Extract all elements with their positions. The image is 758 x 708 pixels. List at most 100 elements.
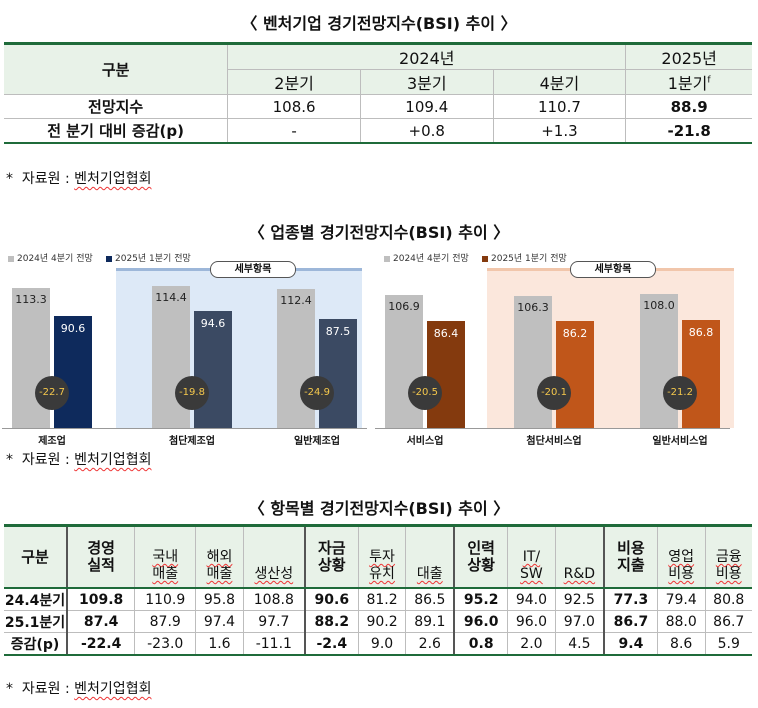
table-row: 증감(p) -22.4 -23.0 1.6 -11.1 -2.4 9.0 2.6 0.8 2.0 4…: [4, 632, 752, 656]
table-cell: 79.4: [656, 587, 706, 611]
table-row: 24.4분기 109.8 110.9 95.8 108.8 90.6 81.2 86.5 95.…: [4, 587, 752, 611]
table-cell: -11.1: [242, 632, 306, 656]
note-star: *: [6, 171, 13, 187]
bar-value-label: 106.3: [517, 301, 549, 314]
table-cell: -2.4: [303, 632, 359, 656]
category-label: 일반서비스업: [652, 436, 708, 447]
title-item-bsi: 〈 항목별 경기전망지수(BSI) 추이 〉: [248, 499, 510, 518]
legend-item: 2025년 1분기 전망: [482, 251, 567, 264]
subgroup-pill: 세부항목: [210, 261, 296, 278]
bar-value-label: 86.4: [433, 327, 459, 340]
table-cell: 89.1: [405, 610, 455, 633]
bar-value-label: 106.9: [388, 300, 420, 313]
note-star: *: [6, 681, 13, 697]
column-header-label: 대출: [416, 566, 443, 582]
bar-q1-2025: [319, 319, 357, 428]
column-header-label: R&D: [563, 566, 596, 582]
table-cell: 96.0: [453, 610, 509, 633]
chart-baseline: [375, 428, 730, 429]
column-header-label: 비용 지출: [617, 539, 645, 574]
bar-q1-2025: [194, 311, 232, 428]
category-label: 첨단서비스업: [526, 436, 582, 447]
bsi-trend-table: 구분 2024년 2025년 2분기 3분기 4분기 1분기f 전망지수 108…: [4, 42, 752, 144]
column-header-label: 국내 매출: [152, 549, 179, 582]
table-cell: 97.0: [554, 610, 605, 633]
title-bsi-trend: 〈 벤처기업 경기전망지수(BSI) 추이 〉: [241, 14, 517, 33]
column-header: 생산성: [242, 524, 306, 589]
table-cell: 5.9: [704, 632, 752, 656]
row-label: 증감(p): [4, 632, 68, 656]
column-header: 금융 비용: [704, 524, 752, 589]
column-header-label: IT/ SW: [520, 549, 543, 582]
table-cell: 86.7: [704, 610, 752, 633]
table-cell: 97.4: [195, 610, 244, 633]
table-cell: 109.8: [66, 587, 136, 611]
column-header: 국내 매출: [134, 524, 197, 589]
note-text: 자료원 :: [21, 681, 75, 697]
quarter-label: 1분기: [667, 74, 708, 93]
column-header: 해외 매출: [195, 524, 244, 589]
legend-swatch: [8, 255, 14, 262]
column-header: 경영 실적: [66, 524, 136, 589]
row-label: 25.1분기: [4, 610, 68, 633]
category-label: 첨단제조업: [169, 436, 215, 447]
table-cell: 95.2: [453, 587, 509, 611]
column-header: 대출: [405, 524, 455, 589]
table-cell: 87.4: [66, 610, 136, 633]
column-header: 인력 상황: [453, 524, 509, 589]
table-cell: 94.0: [507, 587, 556, 611]
column-header: IT/ SW: [507, 524, 556, 589]
table-cell: -21.8: [625, 118, 752, 144]
bar-q1-2025: [682, 320, 720, 428]
table-cell: 80.8: [704, 587, 752, 611]
table-cell: 88.9: [625, 94, 752, 119]
category-label: 제조업: [38, 436, 66, 447]
column-header-label: 영업 비용: [668, 549, 695, 582]
column-header: 비용 지출: [602, 524, 658, 589]
category-label: 일반제조업: [294, 436, 340, 447]
row-label: 전 분기 대비 증감(p): [4, 118, 229, 144]
change-badge: -19.8: [175, 376, 209, 410]
table-cell: 90.6: [303, 587, 359, 611]
column-header-label: 생산성: [254, 566, 294, 582]
table-cell: 9.4: [602, 632, 658, 656]
table-cell: 95.8: [195, 587, 244, 611]
subgroup-pill: 세부항목: [570, 261, 656, 278]
column-header-label: 인력 상황: [467, 539, 495, 574]
change-badge: -21.2: [663, 376, 697, 410]
bar-value-label: 94.6: [200, 317, 226, 330]
column-header-label: 경영 실적: [87, 539, 115, 574]
bar-value-label: 90.6: [60, 322, 86, 335]
row-label: 24.4분기: [4, 587, 68, 611]
table-cell: 87.9: [134, 610, 197, 633]
legend-label: 2024년 4분기 전망: [17, 254, 93, 264]
note-star: *: [6, 452, 13, 468]
legend-item: 2024년 4분기 전망: [8, 251, 93, 264]
corner-header: 구분: [4, 524, 68, 589]
legend-item: 2024년 4분기 전망: [384, 251, 469, 264]
table-cell: 88.2: [303, 610, 359, 633]
column-header: R&D: [554, 524, 605, 589]
table-cell: 77.3: [602, 587, 658, 611]
bar-q1-2025: [556, 321, 594, 428]
column-header-label: 해외 매출: [206, 549, 233, 582]
quarter-superscript: f: [707, 75, 711, 86]
table-cell: 90.2: [357, 610, 407, 633]
table-cell: 1.6: [195, 632, 244, 656]
note-text: 자료원 :: [21, 171, 75, 187]
note-source: 벤처기업협회: [74, 681, 152, 697]
table-cell: +0.8: [359, 118, 494, 144]
quarter-header: 4분기: [492, 69, 627, 95]
table-cell: 96.0: [507, 610, 556, 633]
column-header-label: 자금 상황: [317, 539, 346, 574]
bar-value-label: 86.2: [562, 327, 588, 340]
legend-label: 2025년 1분기 전망: [491, 254, 567, 264]
table-cell: -: [227, 118, 361, 144]
bar-q1-2025: [427, 321, 465, 428]
table-cell: 2.6: [405, 632, 455, 656]
column-header: 투자 유치: [357, 524, 407, 589]
note-source: 벤처기업협회: [74, 452, 152, 468]
category-label: 서비스업: [406, 436, 444, 447]
change-badge: -22.7: [35, 376, 69, 410]
table-cell: 108.6: [227, 94, 361, 119]
